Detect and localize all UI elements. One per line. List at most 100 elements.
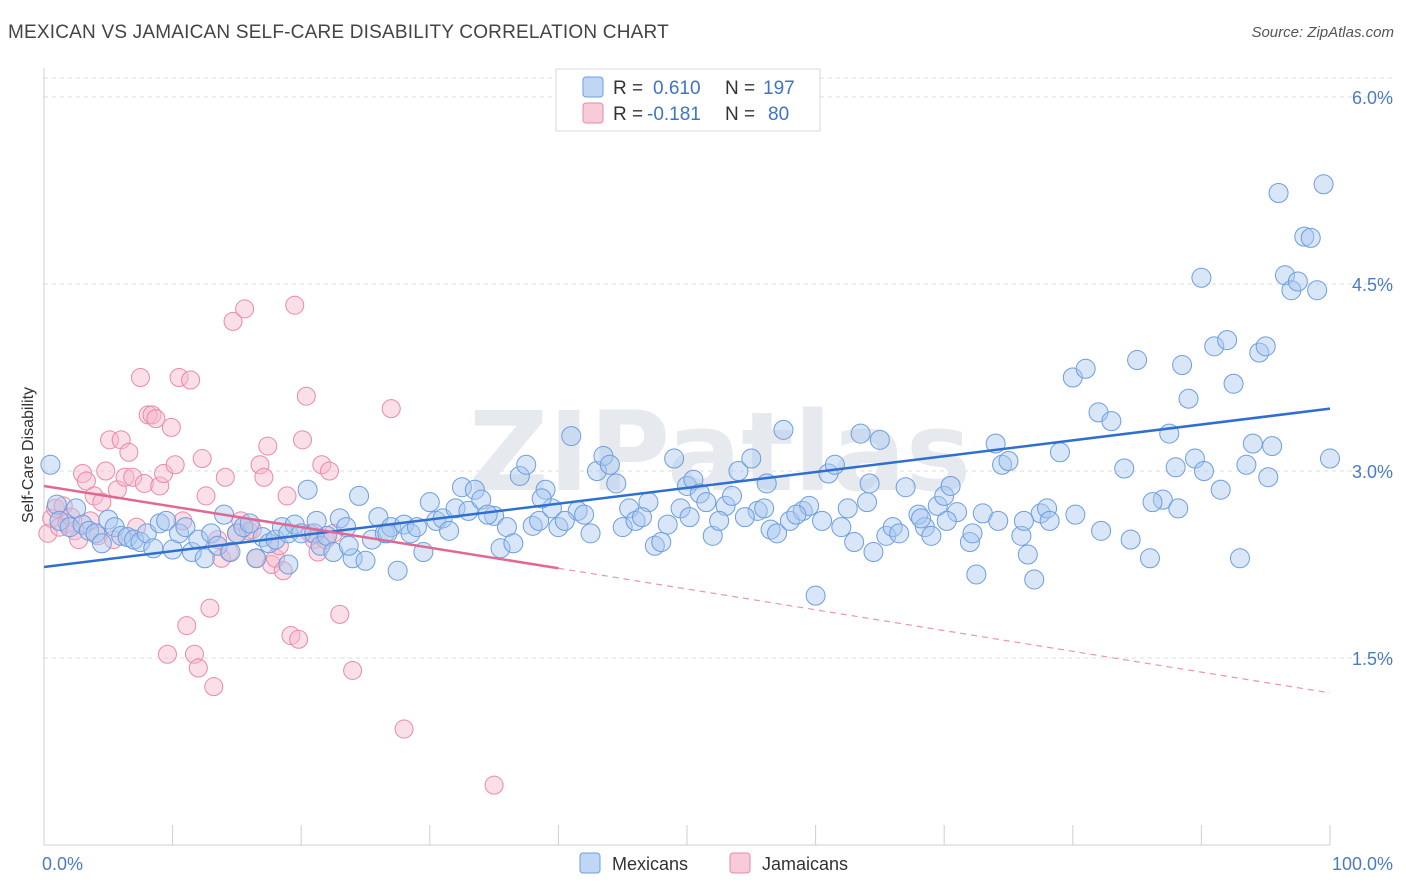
mexicans-point — [554, 510, 575, 531]
mexicans-point — [1268, 182, 1289, 203]
jamaicans-point — [484, 775, 504, 795]
jamaicans-points — [38, 295, 504, 795]
jamaicans-point — [96, 461, 116, 481]
mexicans-point — [831, 517, 852, 538]
legend-r-value-1: 0.610 — [653, 78, 701, 99]
jamaicans-point — [289, 629, 309, 649]
y-tick-labels: 1.5% 3.0% 4.5% 6.0% — [1352, 88, 1393, 669]
mexicans-point — [911, 508, 932, 529]
jamaicans-point — [235, 299, 255, 319]
mexicans-point — [1300, 227, 1321, 248]
mexicans-point — [606, 473, 627, 494]
mexicans-point — [857, 492, 878, 513]
mexicans-point — [169, 523, 190, 544]
mexicans-point — [1172, 355, 1193, 376]
jamaicans-point — [196, 486, 216, 506]
mexicans-point — [625, 510, 646, 531]
jamaicans-point — [188, 658, 208, 678]
jamaicans-point — [165, 455, 185, 475]
mexicans-point — [40, 454, 61, 475]
mexicans-point — [471, 489, 492, 510]
mexicans-point — [1037, 498, 1058, 519]
mexicans-point — [1307, 280, 1328, 301]
jamaicans-point — [100, 430, 120, 450]
mexicans-point — [1204, 336, 1225, 357]
x-tick-labels: 0.0% 100.0% — [42, 854, 1393, 874]
mexicans-point — [387, 560, 408, 581]
jamaicans-point — [134, 473, 154, 493]
mexicans-point — [921, 525, 942, 546]
mexicans-point — [46, 494, 67, 515]
mexicans-point — [844, 532, 865, 553]
mexicans-point — [1091, 520, 1112, 541]
mexicans-point — [323, 542, 344, 563]
jamaicans-point — [130, 368, 150, 387]
mexicans-point — [715, 495, 736, 516]
mexicans-point — [111, 525, 132, 546]
jamaicans-point — [38, 523, 58, 543]
trend-lines — [43, 407, 1331, 694]
mexicans-point — [586, 461, 607, 481]
bottom-legend-jamaicans: Jamaicans — [762, 854, 848, 874]
mexicans-point — [1249, 342, 1270, 363]
mexicans-point — [908, 504, 929, 525]
legend-n-label-1: N = — [725, 78, 755, 99]
y-tick-label: 6.0% — [1352, 88, 1393, 108]
mexicans-point — [837, 498, 858, 519]
mexicans-point — [1039, 510, 1060, 531]
legend-n-label-2: N = — [725, 104, 755, 125]
mexicans-point — [1313, 174, 1334, 195]
x-tick-label-min: 0.0% — [42, 854, 83, 874]
jamaicans-point — [223, 311, 243, 331]
jamaicans-point — [381, 399, 401, 419]
bottom-legend-swatch-jamaicans — [729, 852, 751, 874]
jamaicans-point — [119, 442, 139, 462]
mexicans-point — [988, 510, 1009, 531]
mexicans-point — [1049, 442, 1070, 463]
mexicans-point — [220, 542, 241, 563]
mexicans-point — [1101, 411, 1122, 432]
mexicans-point — [992, 454, 1013, 475]
mexicans-trend-line — [43, 407, 1331, 569]
mexicans-point — [1165, 457, 1186, 478]
mexicans-point — [1223, 373, 1244, 394]
mexicans-point — [1120, 529, 1141, 550]
mexicans-point — [1075, 358, 1096, 379]
mexicans-point — [381, 517, 402, 538]
mexicans-point — [349, 485, 370, 506]
mexicans-point — [702, 525, 723, 546]
series-legend: Mexicans Jamaicans — [579, 852, 848, 874]
y-tick-label: 4.5% — [1352, 275, 1393, 295]
jamaicans-trend-extension — [558, 567, 1331, 694]
mexicans-point — [246, 548, 267, 569]
mexicans-point — [966, 564, 987, 585]
jamaicans-point — [150, 476, 170, 496]
jamaicans-point — [161, 417, 181, 437]
mexicans-point — [1210, 479, 1231, 500]
mexicans-point — [1011, 525, 1032, 546]
mexicans-point — [767, 523, 788, 544]
mexicans-point — [760, 519, 781, 540]
mexicans-point — [850, 423, 871, 444]
mexicans-point — [1217, 330, 1238, 351]
x-tick-label-max: 100.0% — [1332, 854, 1393, 874]
legend-swatch-mexicans — [582, 76, 604, 98]
mexicans-point — [1229, 548, 1250, 569]
mexicans-point — [1258, 467, 1279, 488]
mexicans-point — [679, 507, 700, 528]
mexicans-point — [477, 504, 498, 525]
mexicans-point — [1168, 498, 1189, 519]
legend-n-value-2: 80 — [768, 104, 789, 125]
jamaicans-point — [142, 405, 162, 425]
mexicans-point — [1255, 336, 1276, 357]
jamaicans-point — [181, 370, 201, 390]
mexicans-point — [1017, 544, 1038, 565]
mexicans-point — [548, 517, 569, 538]
mexicans-point — [1287, 271, 1308, 292]
mexicans-point — [657, 514, 678, 535]
mexicans-point — [580, 523, 601, 544]
jamaicans-point — [394, 719, 414, 739]
mexicans-point — [201, 523, 222, 544]
mexicans-point — [612, 517, 633, 538]
watermark: ZIPatlas — [469, 388, 972, 516]
